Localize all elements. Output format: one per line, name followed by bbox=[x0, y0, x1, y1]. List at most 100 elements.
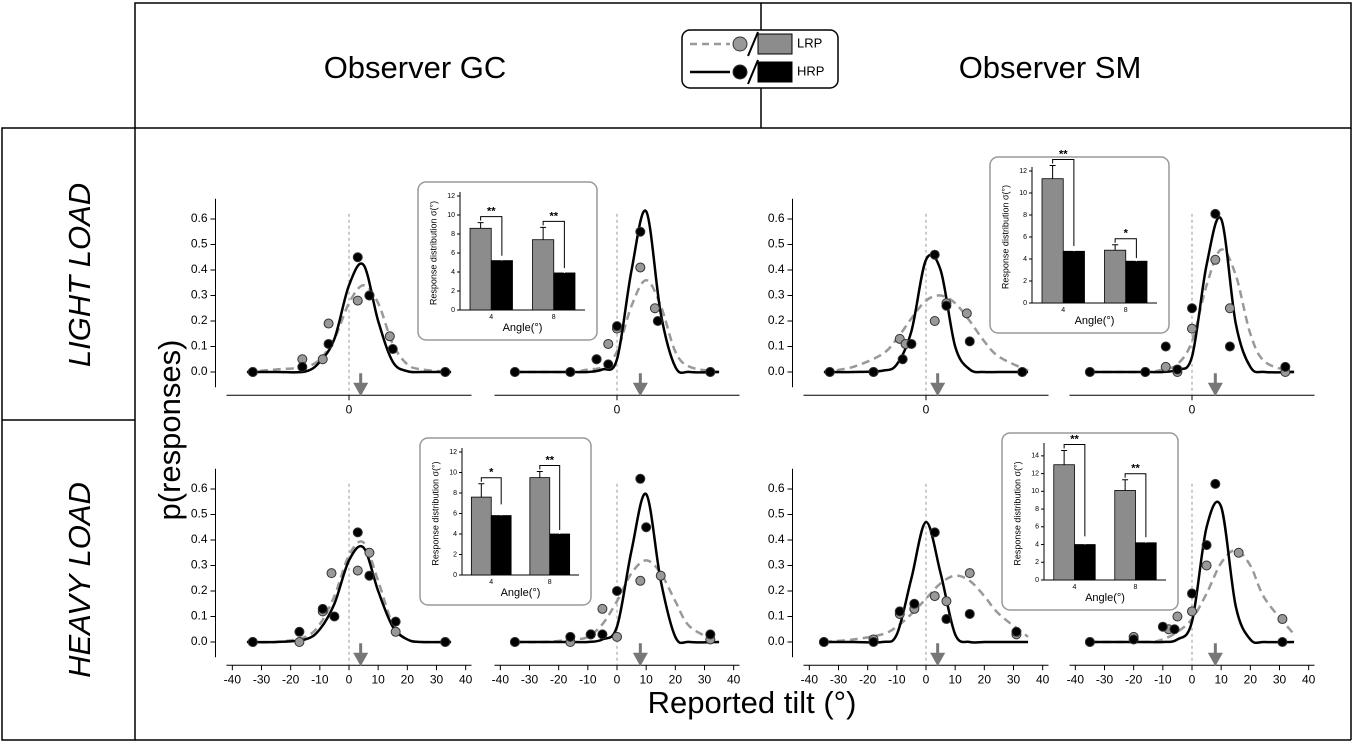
data-point bbox=[390, 616, 401, 627]
data-point bbox=[655, 570, 666, 581]
fit-curve bbox=[246, 262, 452, 374]
inset-y-tick-label: 0 bbox=[1023, 300, 1027, 307]
x-tick-label: -20 bbox=[550, 672, 568, 686]
y-tick-label: 0.3 bbox=[768, 558, 785, 572]
inset-y-tick-label: 8 bbox=[1023, 212, 1027, 219]
x-tick-label: 40 bbox=[1036, 672, 1050, 686]
x-tick-label: -10 bbox=[579, 672, 597, 686]
data-point bbox=[247, 637, 258, 647]
data-point bbox=[929, 591, 940, 602]
data-point bbox=[929, 527, 940, 538]
y-tick-label: 0.6 bbox=[191, 211, 208, 225]
error-bar bbox=[1142, 538, 1149, 543]
y-tick-label: 0.2 bbox=[768, 313, 785, 327]
data-point bbox=[364, 547, 375, 558]
x-tick-label: 10 bbox=[639, 672, 653, 686]
x-axis-label: Reported tilt (°) bbox=[648, 685, 857, 720]
data-point bbox=[635, 575, 646, 586]
error-bar bbox=[478, 483, 485, 498]
row-title: HEAVY LOAD bbox=[62, 482, 97, 678]
panel: 0 0.0 0.1 0.2 0.3 0.4 0.5 0.6 bbox=[191, 198, 472, 416]
panel: -40 -30 -20 -10 0 10 20 30 400.00.10.20.30.40.50… bbox=[191, 468, 473, 686]
data-point bbox=[941, 614, 952, 625]
inset-bar bbox=[529, 477, 551, 576]
data-point bbox=[635, 226, 646, 237]
data-point bbox=[894, 606, 905, 617]
inset-x-tick-label: 8 bbox=[1134, 584, 1138, 591]
x-tick-label: 30 bbox=[1273, 672, 1287, 686]
data-point bbox=[440, 637, 451, 647]
x-tick-label: 10 bbox=[948, 672, 962, 686]
significance-stars: * bbox=[489, 467, 494, 479]
inset-bar bbox=[1125, 260, 1148, 304]
data-point bbox=[1017, 367, 1028, 377]
x-tick-label: -30 bbox=[521, 672, 539, 686]
error-bar bbox=[498, 505, 505, 516]
x-tick-label: 0 bbox=[614, 672, 621, 686]
inset-y-tick-label: 4 bbox=[453, 531, 457, 538]
x-tick-label: -20 bbox=[859, 672, 877, 686]
inset-y-tick-label: 2 bbox=[1035, 559, 1039, 566]
inset-bar bbox=[1041, 178, 1064, 304]
panel: -40 -30 -20 -10 0 10 20 30 40 bbox=[1067, 478, 1316, 686]
data-point bbox=[1172, 364, 1183, 375]
data-point bbox=[612, 586, 622, 596]
data-point bbox=[964, 608, 975, 619]
inset-y-label: Response distribution σ(°) bbox=[1000, 185, 1010, 289]
inset-y-tick-label: 6 bbox=[451, 250, 455, 257]
data-point bbox=[1187, 323, 1197, 334]
x-tick-label: -10 bbox=[311, 672, 329, 686]
inset-bar bbox=[1074, 544, 1096, 581]
inset-x-tick-label: 4 bbox=[1073, 584, 1077, 591]
inset-box bbox=[1001, 432, 1179, 611]
data-point bbox=[1169, 624, 1180, 635]
data-point bbox=[390, 626, 401, 637]
data-point bbox=[1210, 254, 1221, 265]
significance-stars: ** bbox=[1131, 463, 1140, 475]
x-tick-label: 40 bbox=[1302, 672, 1316, 686]
data-point bbox=[565, 631, 576, 642]
data-point bbox=[941, 596, 952, 607]
data-point bbox=[897, 354, 908, 365]
data-point bbox=[440, 367, 451, 377]
legend: LRP HRP bbox=[681, 29, 839, 89]
panel: -40 -30 -20 -10 0 10 20 30 40 bbox=[492, 473, 741, 686]
target-arrow bbox=[930, 643, 946, 667]
data-point bbox=[1277, 637, 1288, 647]
error-bar bbox=[1081, 537, 1088, 545]
data-point bbox=[352, 252, 363, 263]
data-point bbox=[1172, 611, 1183, 622]
y-tick-label: 0.3 bbox=[191, 558, 208, 572]
inset-y-tick-label: 0 bbox=[1035, 577, 1039, 584]
x-tick-label: 20 bbox=[669, 672, 683, 686]
inset-y-tick-label: 12 bbox=[447, 193, 455, 200]
x-tick-label: 20 bbox=[1244, 672, 1258, 686]
data-point bbox=[1224, 341, 1235, 352]
x-tick-label: -20 bbox=[282, 672, 300, 686]
data-point bbox=[909, 598, 920, 609]
data-point bbox=[1210, 208, 1221, 219]
significance-stars: ** bbox=[1070, 433, 1079, 445]
data-point bbox=[352, 295, 363, 306]
x-tick-label: 30 bbox=[1007, 672, 1021, 686]
data-point bbox=[1233, 547, 1244, 558]
data-point bbox=[1210, 478, 1221, 489]
inset-bar bbox=[469, 227, 492, 311]
inset-y-tick-label: 4 bbox=[451, 269, 455, 276]
inset-y-tick-label: 8 bbox=[1035, 506, 1039, 513]
x-tick-label: 30 bbox=[430, 672, 444, 686]
data-point bbox=[941, 300, 952, 311]
inset-x-tick-label: 4 bbox=[1061, 307, 1065, 314]
y-tick-label: 0.6 bbox=[191, 481, 208, 495]
data-point bbox=[603, 359, 614, 370]
inset-y-tick-label: 6 bbox=[1023, 234, 1027, 241]
column-title: Observer SM bbox=[959, 50, 1142, 85]
inset-bar bbox=[1104, 249, 1127, 304]
inset-bar bbox=[532, 239, 555, 311]
data-point bbox=[384, 331, 395, 342]
error-bar bbox=[561, 269, 568, 273]
inset-box bbox=[989, 156, 1170, 334]
inset-y-tick-label: 10 bbox=[1031, 488, 1039, 495]
y-tick-label: 0.2 bbox=[191, 583, 208, 597]
